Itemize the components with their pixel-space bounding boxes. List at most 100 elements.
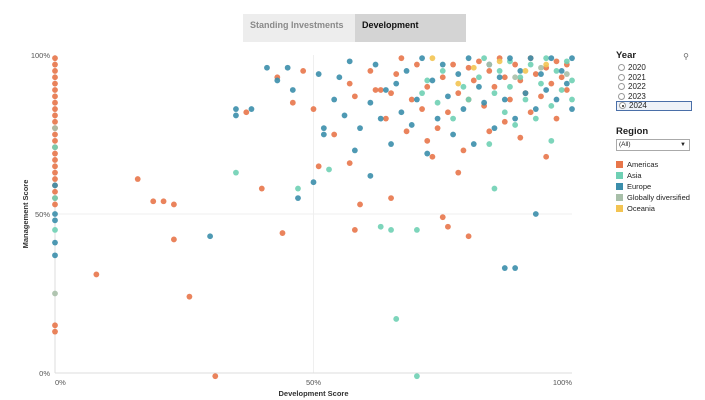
data-point — [476, 74, 482, 81]
data-point — [569, 55, 575, 62]
data-point — [233, 106, 239, 112]
data-point — [52, 290, 58, 297]
y-axis-title: Management Score — [21, 180, 30, 249]
data-point — [52, 176, 58, 182]
legend-swatch — [616, 204, 623, 212]
year-option-2020[interactable]: 2020 — [616, 63, 692, 73]
data-point — [481, 55, 488, 62]
dashboard-tabs: Standing Investments Development — [243, 14, 466, 42]
data-point — [512, 115, 519, 122]
data-point — [52, 322, 58, 329]
data-point — [357, 125, 363, 132]
radio-icon — [618, 92, 625, 100]
tab-development[interactable]: Development — [355, 14, 466, 42]
year-option-2023[interactable]: 2023 — [616, 92, 692, 102]
data-point — [434, 125, 441, 132]
legend-item-asia[interactable]: Asia — [616, 170, 692, 181]
data-point — [186, 293, 193, 300]
data-point — [52, 118, 58, 125]
tab-standing-investments[interactable]: Standing Investments — [243, 14, 355, 42]
data-point — [512, 74, 519, 81]
legend-item-europe[interactable]: Europe — [616, 181, 692, 192]
data-point — [300, 68, 307, 74]
data-point — [455, 71, 462, 77]
data-point — [522, 68, 529, 74]
data-point — [52, 227, 58, 233]
data-point — [93, 271, 100, 278]
data-point — [486, 128, 493, 135]
data-point — [569, 96, 575, 103]
data-point — [274, 77, 281, 84]
data-point — [563, 58, 570, 65]
legend-item-oceania[interactable]: Oceania — [616, 203, 692, 214]
year-filter-title: Year — [616, 50, 637, 61]
data-point — [367, 68, 374, 74]
data-point — [351, 147, 358, 154]
data-point — [331, 96, 338, 103]
data-point — [393, 80, 400, 87]
data-point — [538, 80, 544, 87]
data-point — [532, 106, 539, 112]
x-axis-title: Development Score — [278, 389, 348, 398]
data-point — [424, 137, 431, 144]
data-point — [543, 153, 550, 160]
data-point — [52, 188, 58, 195]
data-point — [481, 99, 488, 106]
data-point — [52, 68, 58, 74]
year-option-label: 2024 — [629, 101, 647, 111]
data-point — [258, 185, 265, 192]
data-point — [507, 55, 513, 62]
year-option-2021[interactable]: 2021 — [616, 73, 692, 83]
radio-icon — [618, 64, 625, 72]
data-point — [52, 157, 58, 163]
data-point — [501, 96, 508, 103]
region-dropdown[interactable]: (All) ▼ — [616, 138, 690, 151]
search-icon[interactable]: ⚲ — [683, 52, 689, 61]
data-point — [295, 195, 301, 202]
data-point — [491, 90, 498, 97]
data-point — [512, 61, 519, 68]
data-point — [52, 125, 58, 132]
year-option-2022[interactable]: 2022 — [616, 82, 692, 92]
data-point — [486, 141, 493, 147]
data-point — [450, 115, 456, 122]
year-option-label: 2023 — [628, 91, 646, 101]
legend-item-americas[interactable]: Americas — [616, 159, 692, 170]
data-point — [543, 55, 550, 62]
legend-label: Globally diversified — [627, 192, 690, 202]
year-option-2024[interactable]: 2024 — [616, 101, 692, 111]
data-point — [388, 227, 394, 233]
data-point — [543, 61, 550, 68]
legend-swatch — [616, 193, 623, 201]
legend-label: Oceania — [627, 203, 655, 213]
radio-icon — [618, 83, 625, 91]
data-point — [336, 74, 343, 81]
data-point — [563, 71, 570, 77]
data-point — [491, 185, 498, 192]
data-point — [569, 106, 575, 112]
data-point — [52, 328, 58, 335]
data-point — [465, 233, 472, 240]
data-point — [532, 211, 539, 217]
data-point — [52, 169, 58, 176]
data-point — [517, 74, 524, 81]
data-point — [558, 68, 565, 74]
data-point — [52, 239, 58, 246]
data-point — [460, 83, 467, 90]
data-point — [52, 252, 58, 259]
data-point — [171, 201, 177, 208]
legend-item-globally-diversified[interactable]: Globally diversified — [616, 192, 692, 203]
data-point — [388, 90, 394, 97]
region-legend: Americas Asia Europe Globally diversifie… — [616, 159, 692, 214]
data-point — [351, 93, 358, 100]
data-point — [388, 195, 394, 202]
data-point — [512, 265, 519, 271]
data-point — [558, 74, 565, 81]
legend-label: Asia — [627, 170, 642, 180]
data-point — [538, 64, 544, 71]
data-point — [507, 83, 513, 90]
data-point — [52, 137, 58, 144]
data-point — [248, 106, 255, 112]
data-point — [450, 131, 456, 138]
legend-swatch — [616, 171, 623, 179]
